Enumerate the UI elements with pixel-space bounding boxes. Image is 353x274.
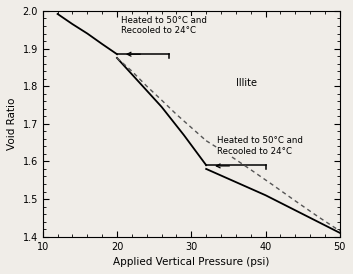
Text: Heated to 50°C and
Recooled to 24°C: Heated to 50°C and Recooled to 24°C	[121, 16, 207, 35]
Y-axis label: Void Ratio: Void Ratio	[7, 98, 17, 150]
Text: Heated to 50°C and
Recooled to 24°C: Heated to 50°C and Recooled to 24°C	[217, 136, 303, 156]
Text: Illite: Illite	[236, 78, 257, 88]
X-axis label: Applied Vertical Pressure (psi): Applied Vertical Pressure (psi)	[113, 257, 269, 267]
